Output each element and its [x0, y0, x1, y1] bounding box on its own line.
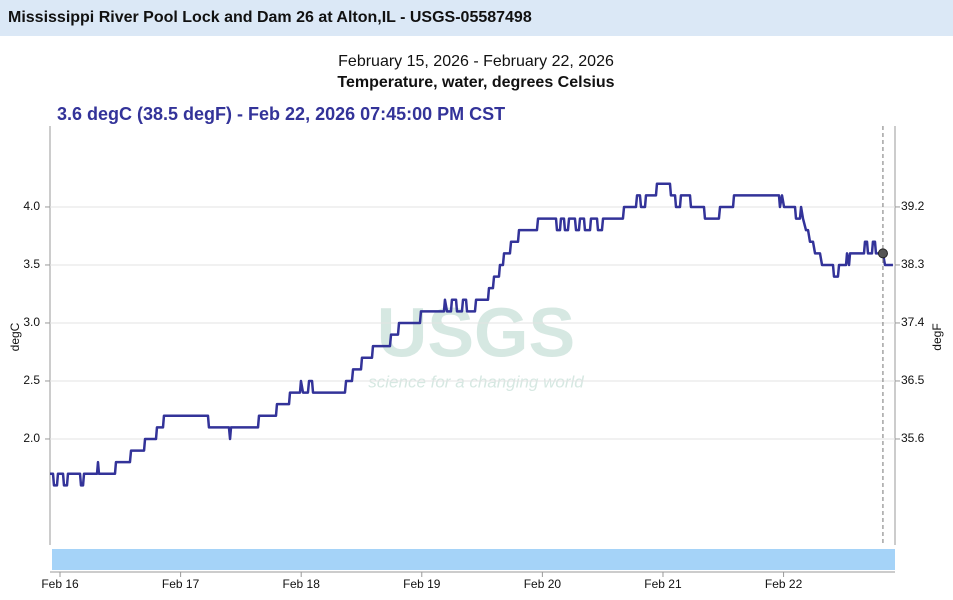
y2-tick-label: 36.5: [901, 373, 925, 387]
cursor-point: [877, 248, 888, 259]
y2-axis-label: degF: [930, 323, 944, 350]
x-tick-label: Feb 17: [162, 577, 200, 591]
y2-tick-label: 39.2: [901, 199, 925, 213]
x-tick-label: Feb 16: [41, 577, 79, 591]
chart-title: Temperature, water, degrees Celsius: [337, 74, 614, 91]
y-tick-label: 3.0: [23, 315, 40, 329]
x-tick-label: Feb 21: [644, 577, 682, 591]
data-line: [50, 182, 893, 487]
x-tick-label: Feb 18: [283, 577, 321, 591]
chart: February 15, 2026 - February 22, 2026 Te…: [8, 53, 944, 591]
x-tick-label: Feb 20: [524, 577, 562, 591]
range-slider[interactable]: [52, 549, 895, 570]
y-tick-label: 2.0: [23, 431, 40, 445]
x-tick-label: Feb 19: [403, 577, 441, 591]
x-tick-label: Feb 22: [765, 577, 803, 591]
header-title: Mississippi River Pool Lock and Dam 26 a…: [0, 0, 953, 36]
y2-tick-label: 37.4: [901, 315, 925, 329]
y-tick-label: 2.5: [23, 373, 40, 387]
y-tick-label: 4.0: [23, 199, 40, 213]
chart-subtitle: February 15, 2026 - February 22, 2026: [338, 53, 614, 70]
y2-tick-label: 35.6: [901, 431, 925, 445]
y2-tick-label: 38.3: [901, 257, 925, 271]
watermark-tagline: science for a changing world: [368, 372, 584, 391]
y-axis-label: degC: [8, 322, 22, 351]
readout: 3.6 degC (38.5 degF) - Feb 22, 2026 07:4…: [57, 104, 505, 124]
y-tick-label: 3.5: [23, 257, 40, 271]
